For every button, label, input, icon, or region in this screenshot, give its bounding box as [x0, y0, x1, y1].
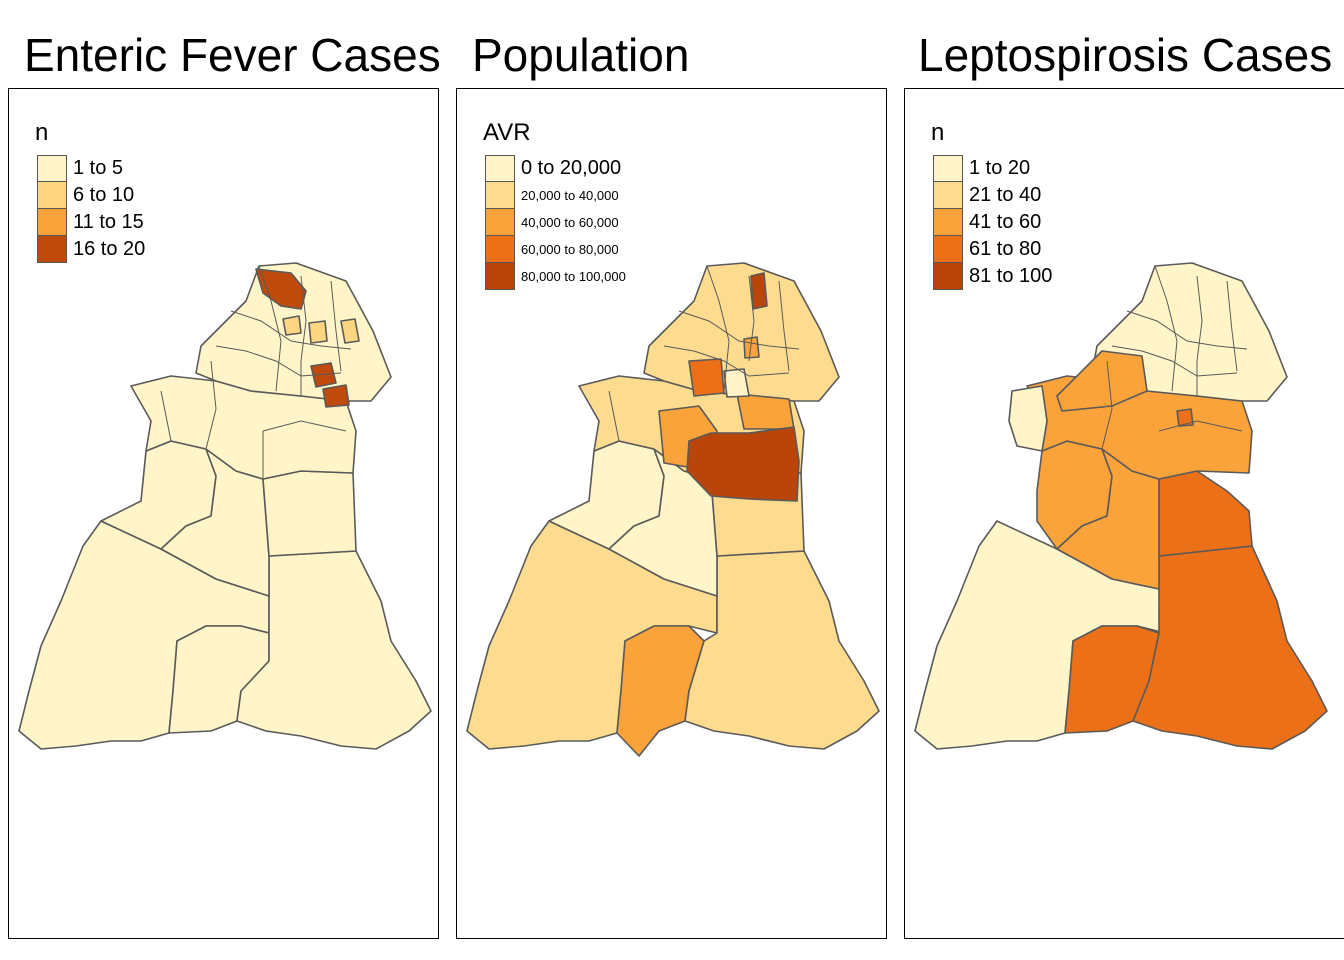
region-ward-0-20k: [723, 368, 750, 398]
legend-swatch: [485, 182, 515, 209]
legend-swatch: [485, 263, 515, 290]
legend-swatch: [37, 236, 67, 263]
legend-swatch: [37, 155, 67, 182]
legend-label: 41 to 60: [969, 211, 1042, 233]
region-ward-61-80: [1176, 408, 1194, 427]
region-west-edge: [1008, 385, 1048, 452]
region-mideast: [1158, 470, 1253, 557]
ward-boundaries: [608, 265, 800, 442]
legend-item: 61 to 80: [931, 236, 1052, 263]
panel-title: Leptospirosis Cases: [918, 29, 1333, 81]
map-regions: [466, 262, 880, 757]
legend-swatch: [933, 263, 963, 290]
legend-item: 1 to 20: [931, 155, 1052, 182]
population-panel: Population: [448, 0, 896, 960]
legend-item: 16 to 20: [35, 236, 145, 263]
legend-swatch: [37, 182, 67, 209]
legend-title: n: [931, 119, 945, 146]
map-frame: n 1 to 5 6 to 10 11 to 15 16 to 20: [8, 88, 439, 939]
legend-item: 6 to 10: [35, 182, 145, 209]
legend-label: 81 to 100: [969, 265, 1053, 287]
legend-swatch: [485, 209, 515, 236]
region-ward-80k-100k: [686, 426, 800, 502]
legend-label: 11 to 15: [73, 211, 144, 233]
choropleth-map: [466, 262, 880, 757]
map-regions: [914, 262, 1328, 750]
panel-title: Enteric Fever Cases: [24, 29, 441, 81]
region-southeast: [684, 550, 880, 750]
choropleth-map: [18, 262, 432, 750]
legend-swatch: [933, 155, 963, 182]
region-ward-40k-60k: [736, 393, 795, 430]
region-ward-high: [310, 362, 337, 388]
region-ward-high: [255, 268, 307, 310]
region-northwest-band: [1056, 350, 1148, 412]
legend-item: 41 to 60: [931, 209, 1052, 236]
region-southeast: [236, 550, 432, 750]
legend-item: 1 to 5: [35, 155, 145, 182]
panel-title: Population: [472, 29, 690, 81]
legend-label: 0 to 20,000: [521, 157, 622, 179]
legend-swatch: [933, 236, 963, 263]
region-ward-medium: [282, 315, 302, 336]
legend-item: 20,000 to 40,000: [483, 182, 626, 209]
leptospirosis-panel: Leptospirosis Cases: [896, 0, 1344, 960]
region-mideast: [262, 470, 357, 557]
enteric-fever-panel: Enteric Fever Cases: [0, 0, 448, 960]
legend-swatch: [933, 182, 963, 209]
legend-swatch: [933, 209, 963, 236]
legend-label: 40,000 to 60,000: [521, 215, 619, 230]
ward-boundaries: [1101, 265, 1248, 450]
region-ward-80k-100k: [750, 272, 768, 310]
legend-item: 40,000 to 60,000: [483, 209, 626, 236]
legend-label: 1 to 20: [969, 157, 1031, 179]
legend-swatch: [485, 155, 515, 182]
legend-label: 60,000 to 80,000: [521, 242, 619, 257]
region-ward-medium: [340, 318, 360, 344]
legend-item: 21 to 40: [931, 182, 1052, 209]
legend-item: 11 to 15: [35, 209, 145, 236]
legend: n 1 to 5 6 to 10 11 to 15 16 to 20: [35, 119, 145, 263]
region-ward-high: [322, 384, 350, 408]
legend-swatch: [485, 236, 515, 263]
region-ward-medium: [308, 320, 328, 344]
legend-label: 6 to 10: [73, 184, 135, 206]
choropleth-map: [914, 262, 1328, 750]
legend-title: n: [35, 119, 49, 146]
region-southeast: [1132, 545, 1328, 750]
legend-item: 60,000 to 80,000: [483, 236, 626, 263]
legend-swatch: [37, 209, 67, 236]
legend-label: 21 to 40: [969, 184, 1042, 206]
legend-item: 80,000 to 100,000: [483, 263, 626, 290]
legend-label: 16 to 20: [73, 238, 146, 260]
map-frame: AVR 0 to 20,000 20,000 to 40,000 40,000 …: [456, 88, 887, 939]
legend-title: AVR: [483, 119, 531, 146]
map-regions: [18, 262, 432, 750]
legend-item: 0 to 20,000: [483, 155, 626, 182]
legend-label: 61 to 80: [969, 238, 1042, 260]
legend-label: 20,000 to 40,000: [521, 188, 619, 203]
ward-boundaries: [160, 265, 352, 479]
legend-item: 81 to 100: [931, 263, 1052, 290]
map-frame: n 1 to 20 21 to 40 41 to 60 61 to 80 81 …: [904, 88, 1344, 939]
region-ward-60k-80k: [688, 358, 725, 397]
legend: AVR 0 to 20,000 20,000 to 40,000 40,000 …: [483, 119, 626, 290]
legend-label: 1 to 5: [73, 157, 124, 179]
legend: n 1 to 20 21 to 40 41 to 60 61 to 80 81 …: [931, 119, 1052, 290]
legend-label: 80,000 to 100,000: [521, 269, 626, 284]
